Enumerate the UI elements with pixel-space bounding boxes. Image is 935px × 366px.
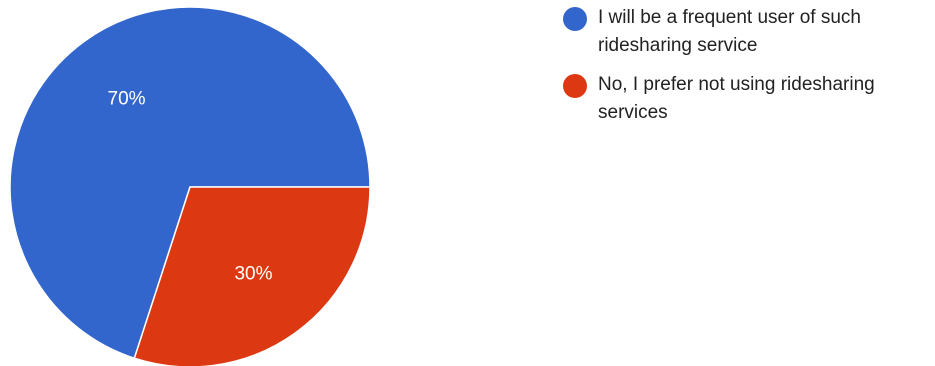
pie-slice-label: 30% (234, 263, 272, 284)
pie-slice-label: 70% (108, 89, 146, 110)
pie-slice-labels: 70% 30% (108, 89, 273, 285)
legend-label: No, I prefer not using ridesharing servi… (598, 74, 875, 123)
legend: I will be a frequent user of such ridesh… (563, 4, 935, 138)
legend-swatch-red (563, 74, 587, 98)
pie-slices (9, 6, 371, 366)
legend-label: I will be a frequent user of such ridesh… (598, 7, 861, 56)
legend-swatch-blue (563, 7, 587, 31)
legend-item-prefer-not[interactable]: No, I prefer not using ridesharing servi… (563, 71, 935, 127)
pie-slice-prefer-not[interactable] (133, 186, 371, 366)
pie-slice-frequent-user[interactable] (9, 6, 371, 360)
legend-item-frequent-user[interactable]: I will be a frequent user of such ridesh… (563, 4, 935, 60)
